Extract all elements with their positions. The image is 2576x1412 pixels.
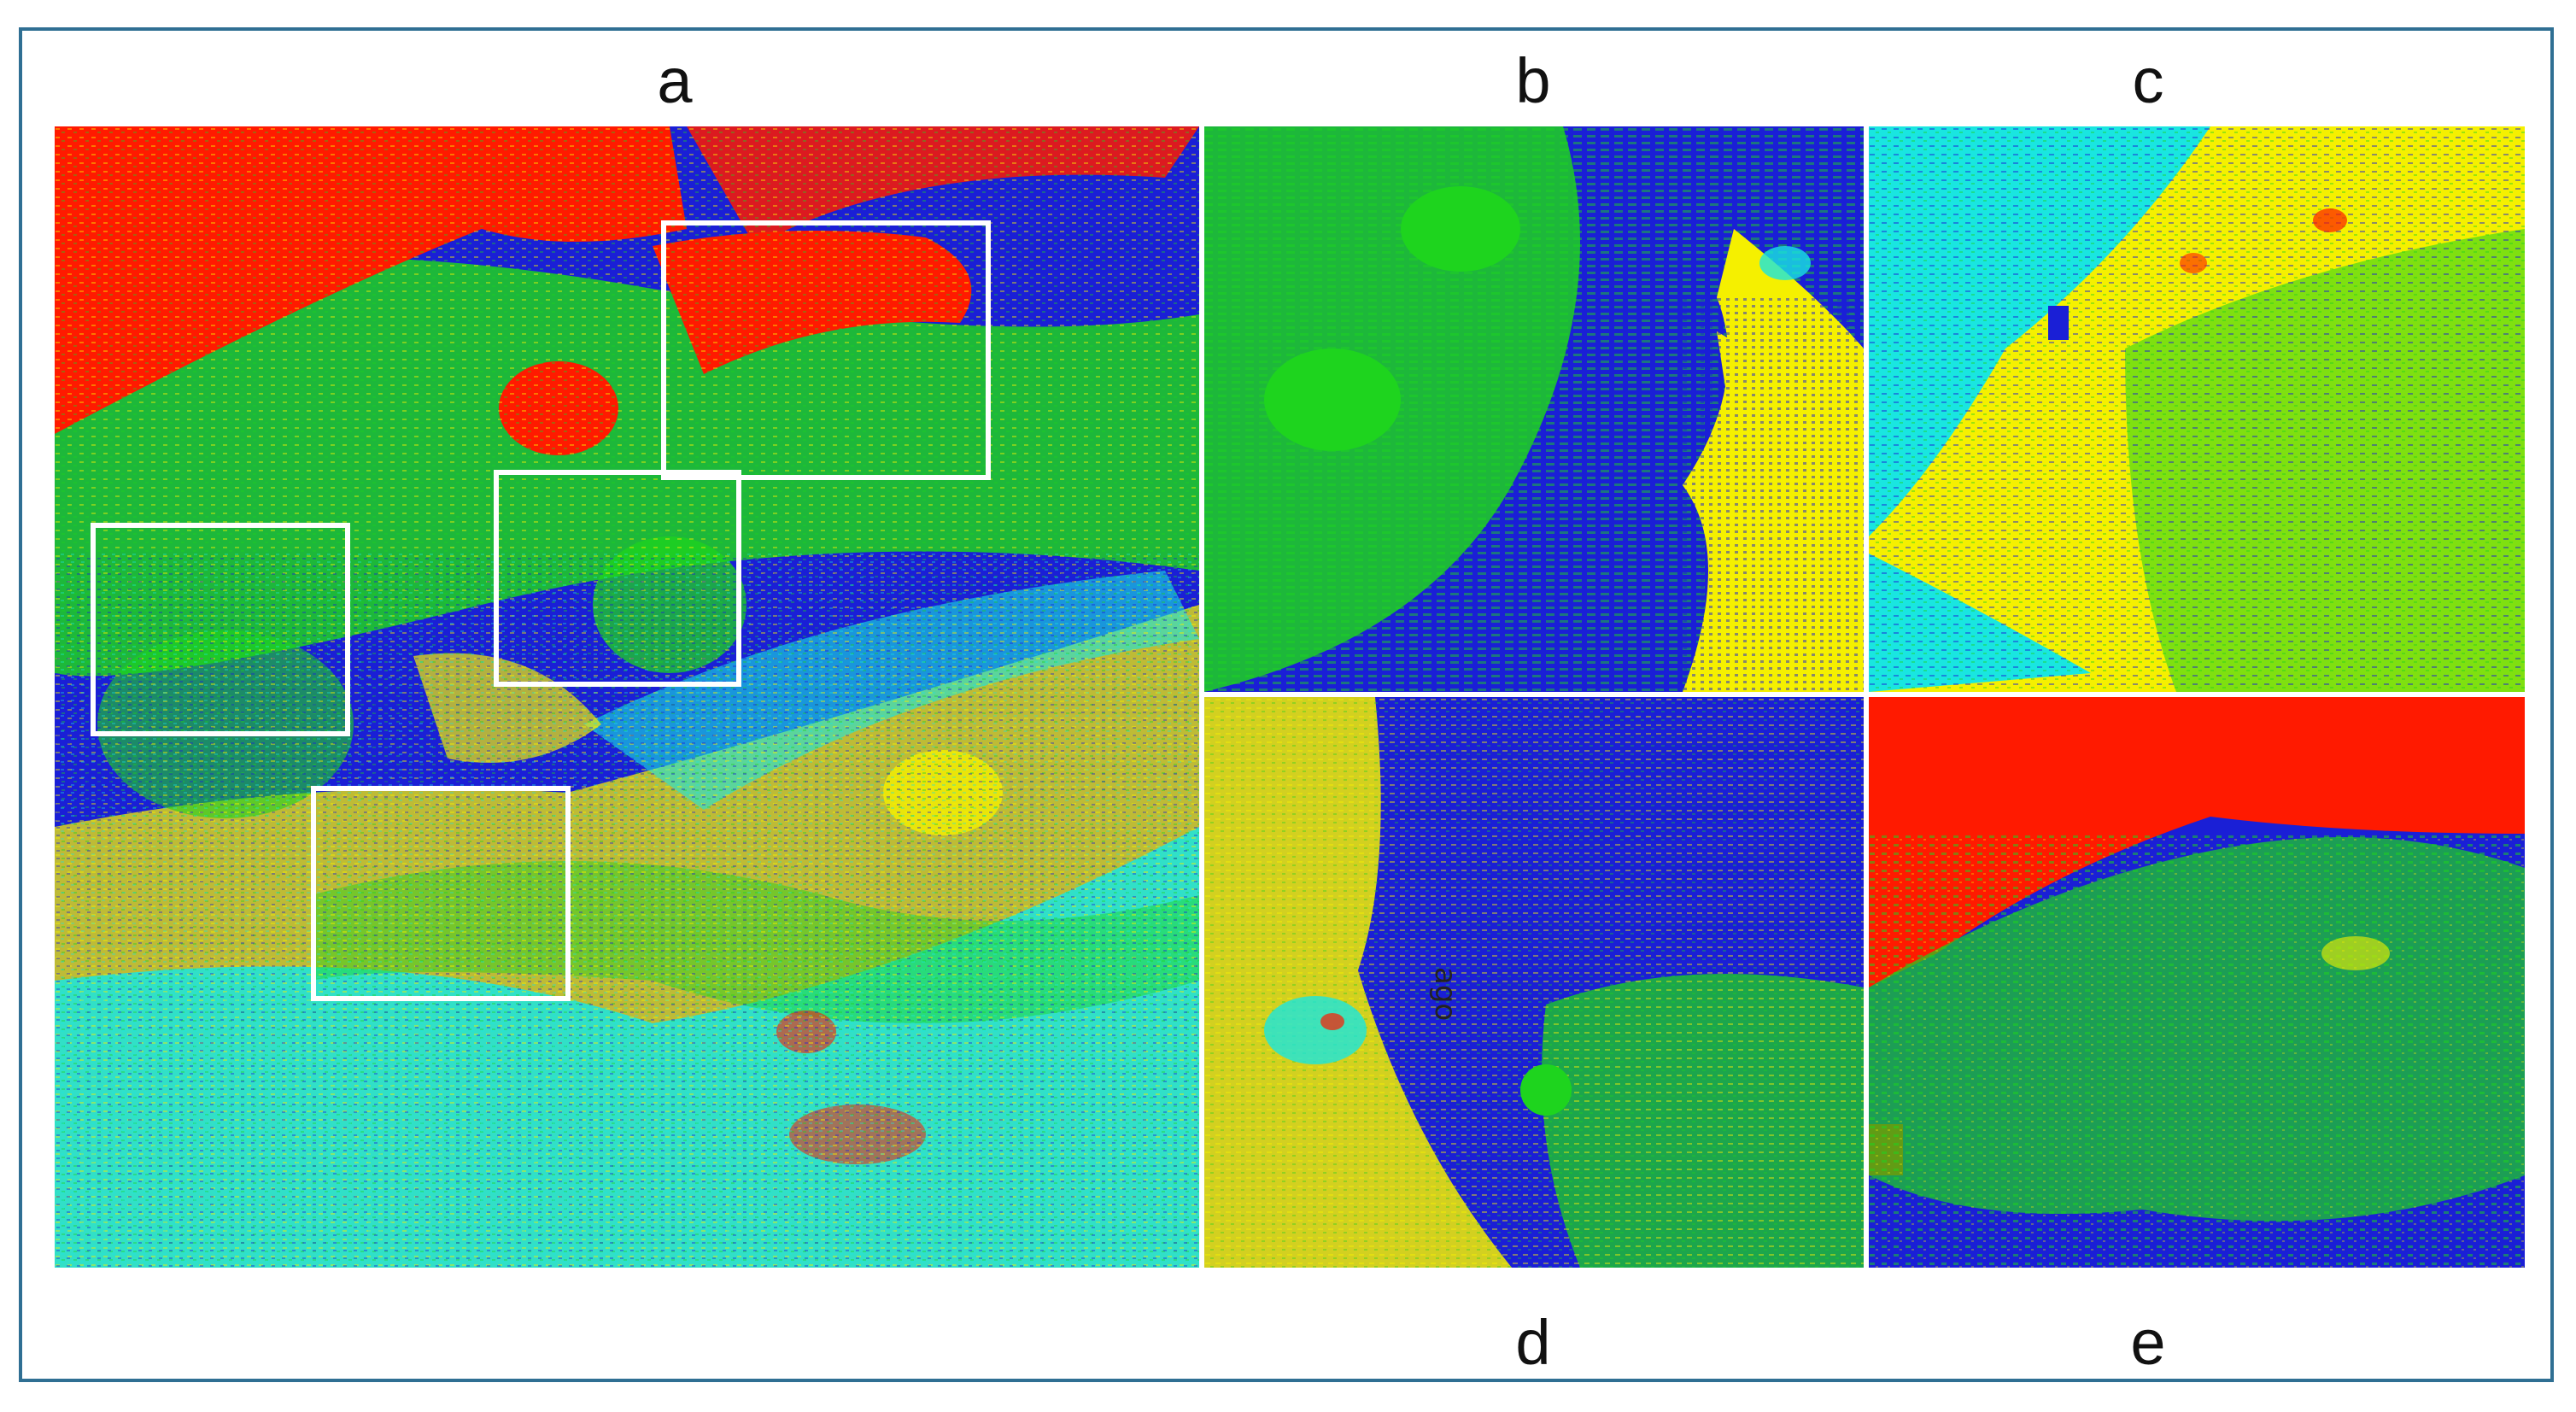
roi-box-c <box>311 786 571 1001</box>
classification-map-a <box>55 126 1199 1268</box>
classification-map-d <box>1204 697 1864 1268</box>
classification-map-c <box>1869 126 2525 692</box>
panel-label-d: d <box>1515 1307 1551 1378</box>
figure-frame <box>19 27 2554 1382</box>
roi-box-d <box>494 470 741 687</box>
panel-label-b: b <box>1515 45 1551 116</box>
map-small-text: ago <box>1428 967 1462 1022</box>
panel-label-a: a <box>657 45 693 116</box>
roi-box-e <box>661 220 991 480</box>
panel-label-c: c <box>2132 45 2164 116</box>
panel-label-e: e <box>2130 1307 2166 1378</box>
classification-map-e <box>1869 697 2525 1268</box>
roi-box-b <box>91 523 350 736</box>
classification-map-b <box>1204 126 1864 692</box>
